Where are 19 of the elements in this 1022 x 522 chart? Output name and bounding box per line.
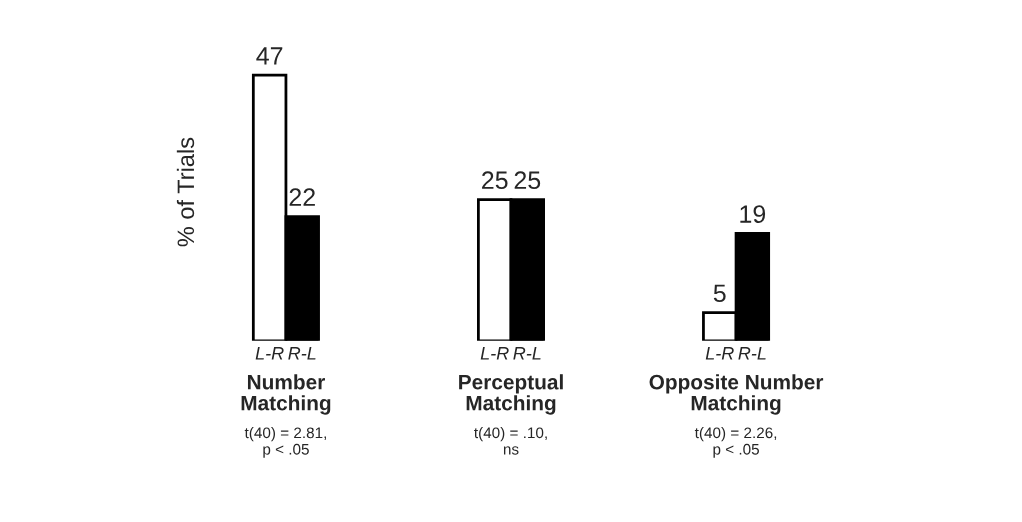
data-label: 25 (482, 171, 508, 190)
text: Perceptual Matching (459, 374, 563, 415)
x-tick-label: L-R (705, 347, 734, 360)
text: t(40) = 2.81, p < .05 (244, 426, 326, 458)
data-label: 47 (256, 47, 283, 65)
data-label: 25 (514, 171, 541, 190)
x-tick-label: L-R (255, 347, 284, 360)
text: Number Matching (241, 374, 331, 415)
data-label: 19 (740, 205, 766, 223)
x-tick-label: L-R (480, 347, 509, 360)
text: t(40) = 2.26, p < .05 (694, 426, 777, 458)
x-tick-label: R-L (513, 347, 541, 360)
data-label: 22 (289, 188, 315, 206)
x-tick-label: R-L (288, 347, 316, 360)
text: Opposite Number Matching (649, 374, 824, 415)
data-label: 5 (713, 284, 726, 303)
x-tick-label: R-L (738, 347, 766, 360)
text: t(40) = .10, ns (474, 426, 547, 455)
y-axis-title: % of Trials (176, 137, 195, 247)
